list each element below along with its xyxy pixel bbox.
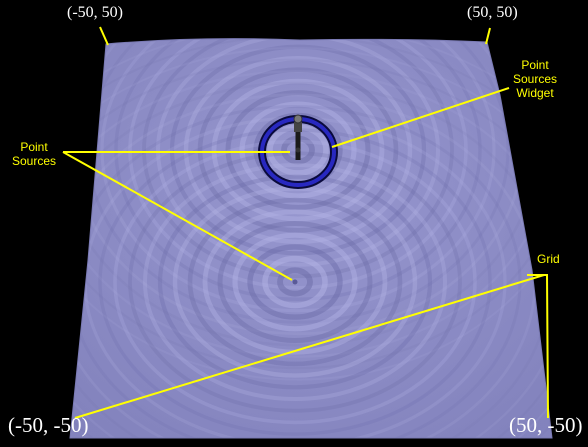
corner-label-bottom-left: (-50, -50) — [8, 413, 89, 437]
wave-ring — [114, 38, 482, 301]
wave-ring — [239, 101, 357, 199]
wave-ring — [202, 209, 388, 355]
leader-top-right — [485, 27, 491, 45]
widget-handle[interactable] — [294, 122, 302, 132]
corner-label-top-right: (50, 50) — [467, 4, 518, 21]
callout-grid: Grid — [537, 252, 560, 266]
point-source-lower[interactable] — [292, 279, 298, 285]
leader-point-sources-lower — [62, 151, 293, 281]
wave-ring — [197, 67, 399, 233]
wave-ring — [142, 38, 454, 279]
wave-ring — [143, 163, 447, 401]
wave-ring — [225, 90, 371, 210]
wave-ring — [217, 221, 373, 343]
wave-ring — [70, 47, 552, 439]
wave-ring — [169, 44, 427, 256]
wave-ring — [262, 255, 328, 309]
wave-ring — [70, 38, 552, 370]
leader-top-left — [99, 26, 109, 46]
wave-ring — [187, 197, 403, 367]
annotation-lines — [62, 26, 549, 419]
wave-ring — [156, 38, 440, 267]
point-source-upper[interactable] — [295, 147, 301, 153]
leader-grid-left — [74, 274, 545, 419]
wave-ring — [157, 174, 433, 390]
wave-ring — [70, 38, 552, 381]
widget-knob[interactable] — [293, 114, 303, 124]
leader-widget — [331, 87, 510, 148]
wave-ring — [211, 78, 385, 222]
leader-grid-right — [527, 274, 549, 419]
wave-ring — [70, 58, 552, 439]
wave-ring — [277, 267, 313, 297]
wave-ring — [247, 244, 343, 320]
wave-ring — [100, 38, 496, 313]
wave-ring — [128, 151, 462, 413]
callout-point-sources: Point Sources — [12, 140, 57, 168]
wave-ring — [128, 38, 468, 290]
surface-shading — [70, 38, 552, 439]
wave-ring — [70, 70, 552, 439]
wave-ring — [183, 55, 413, 245]
wave-ring — [232, 232, 358, 332]
callout-point-sources-widget: Point Sources Widget — [513, 58, 558, 100]
wave-ring — [113, 139, 477, 425]
corner-label-top-left: (-50, 50) — [67, 4, 123, 21]
corner-label-bottom-right: (50, -50) — [509, 413, 583, 437]
